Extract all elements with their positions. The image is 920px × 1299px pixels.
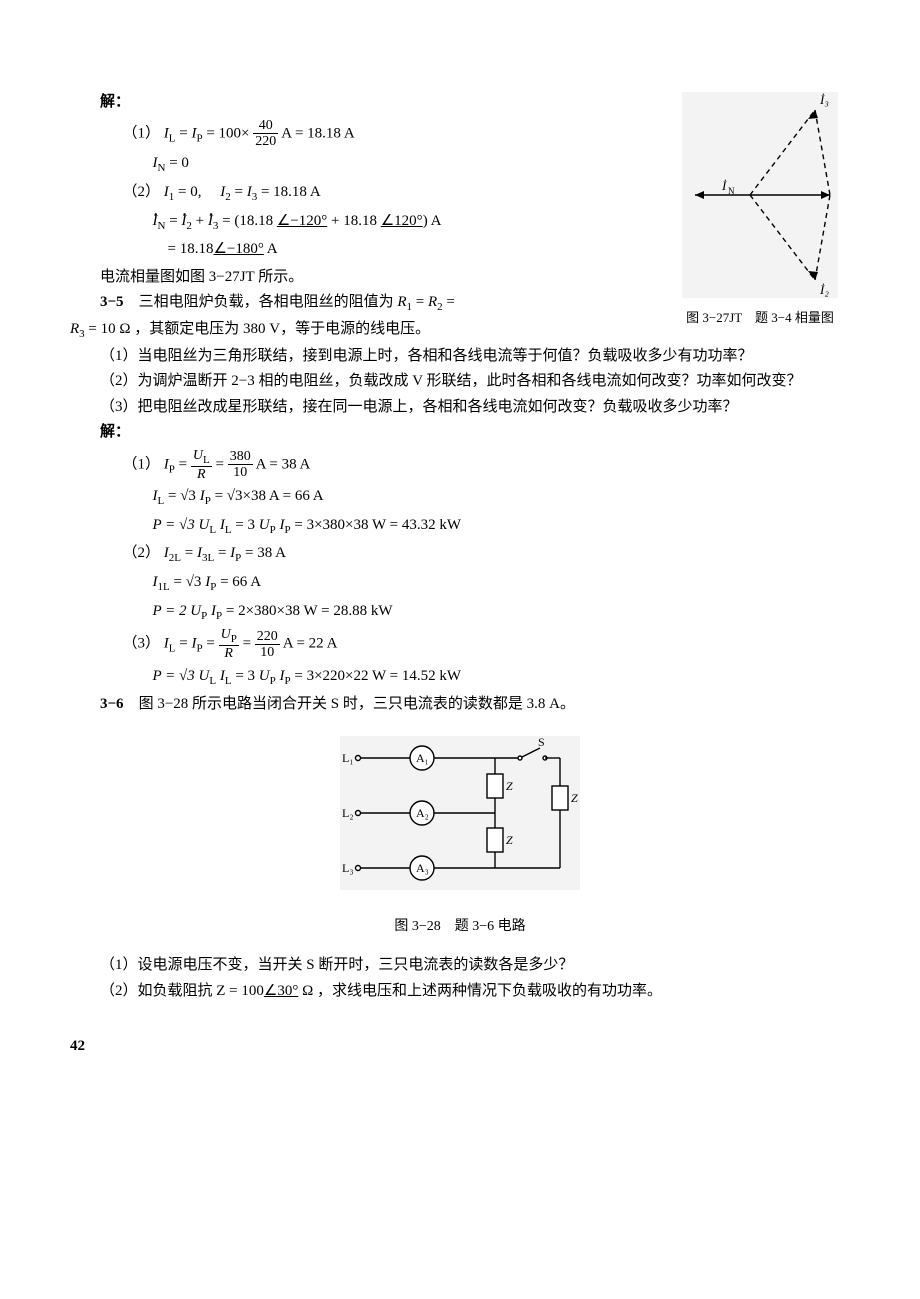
- phasor-diagram-svg: İ₃ İ N İ₂: [680, 90, 840, 300]
- svg-text:İ₂: İ₂: [819, 282, 829, 297]
- svg-text:A₃: A₃: [416, 861, 429, 875]
- svg-text:Z: Z: [506, 833, 513, 847]
- solution-label-2: 解：: [70, 420, 850, 446]
- phasor-figure: İ₃ İ N İ₂ 图 3−27JT 题 3−4 相量图: [670, 90, 850, 329]
- sol35-2-1: （2） I2L = I3L = IP = 38 A: [70, 541, 850, 568]
- prob-3-5-q3: （3）把电阻丝改成星形联结，接在同一电源上，各相和各线电流如何改变？负载吸收多少…: [70, 395, 850, 421]
- svg-text:L₁: L₁: [342, 751, 354, 765]
- prob-3-6-stem: 3−6 图 3−28 所示电路当闭合开关 S 时，三只电流表的读数都是 3.8 …: [70, 692, 850, 718]
- svg-text:A₂: A₂: [416, 806, 429, 820]
- svg-text:Z: Z: [571, 791, 578, 805]
- svg-text:L₂: L₂: [342, 806, 354, 820]
- sol35-3-1: （3） IL = IP = UPR = 22010 A = 22 A: [70, 627, 850, 661]
- sol35-1-3: P = √3 UL IL = 3 UP IP = 3×380×38 W = 43…: [70, 513, 850, 540]
- svg-text:L₃: L₃: [342, 861, 354, 875]
- circuit-caption: 图 3−28 题 3−6 电路: [70, 915, 850, 939]
- prob-3-5-q2: （2）为调炉温断开 2−3 相的电阻丝，负载改成 V 形联结，此时各相和各线电流…: [70, 369, 850, 395]
- svg-text:S: S: [538, 735, 545, 749]
- sol35-2-2: I1L = √3 IP = 66 A: [70, 570, 850, 597]
- svg-text:İ₃: İ₃: [819, 92, 829, 107]
- circuit-figure: L₁ L₂ L₃ A₁ A₂ A₃ Z Z Z S: [70, 728, 850, 908]
- sol35-1-1: （1） IP = ULR = 38010 A = 38 A: [70, 448, 850, 482]
- circuit-svg: L₁ L₂ L₃ A₁ A₂ A₃ Z Z Z S: [320, 728, 600, 898]
- prob-3-6-q2: （2）如负载阻抗 Z = 100∠30° Ω ，求线电压和上述两种情况下负载吸收…: [70, 979, 850, 1005]
- sol35-3-2: P = √3 UL IL = 3 UP IP = 3×220×22 W = 14…: [70, 664, 850, 691]
- svg-text:İ: İ: [721, 178, 727, 193]
- prob-3-5-q1: （1）当电阻丝为三角形联结，接到电源上时，各相和各线电流等于何值？负载吸收多少有…: [70, 344, 850, 370]
- phasor-caption: 图 3−27JT 题 3−4 相量图: [670, 307, 850, 329]
- svg-text:N: N: [728, 186, 735, 196]
- sol35-2-3: P = 2 UP IP = 2×380×38 W = 28.88 kW: [70, 599, 850, 626]
- svg-text:A₁: A₁: [416, 751, 429, 765]
- page-number: 42: [70, 1034, 850, 1060]
- svg-text:Z: Z: [506, 779, 513, 793]
- prob-3-6-q1: （1）设电源电压不变，当开关 S 断开时，三只电流表的读数各是多少？: [70, 953, 850, 979]
- sol35-1-2: IL = √3 IP = √3×38 A = 66 A: [70, 484, 850, 511]
